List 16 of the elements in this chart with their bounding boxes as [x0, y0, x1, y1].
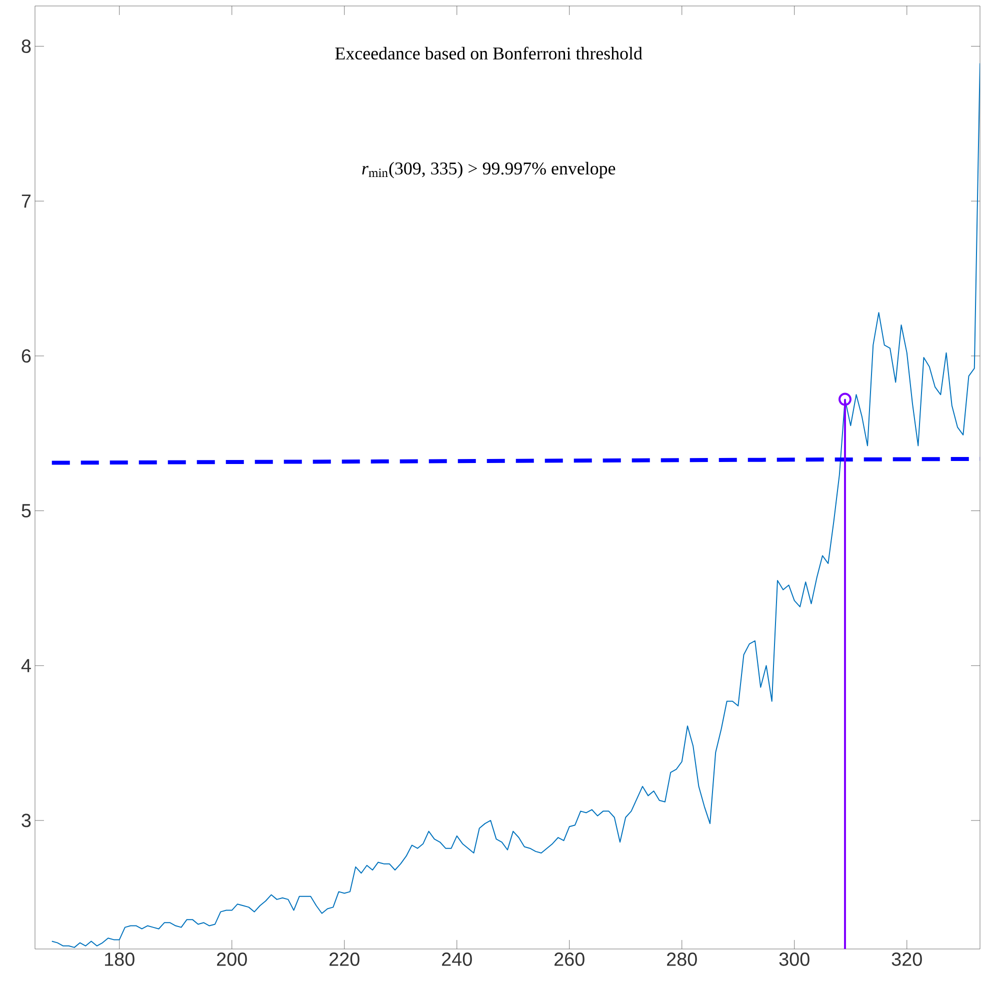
y-tick-label: 5 [22, 504, 31, 518]
y-tick-label: 8 [22, 40, 31, 53]
x-tick-label: 280 [667, 952, 697, 966]
y-tick-label: 6 [22, 349, 31, 363]
y-tick-label: 3 [22, 814, 31, 828]
x-tick-label: 220 [330, 952, 360, 966]
text: Exceedance based on Bonferroni threshold [335, 46, 642, 60]
x-tick-label: 240 [442, 952, 472, 966]
x-tick-label: 180 [105, 952, 134, 966]
annotation: r$_{min}$(309, 335) > 99.997% envelope [362, 162, 616, 178]
x-tick-label: 200 [217, 952, 247, 966]
x-tick-label: 260 [554, 952, 584, 966]
x-tick-label: 300 [779, 952, 810, 966]
x-tick-label: 320 [892, 952, 922, 966]
y-tick-label: 7 [22, 194, 31, 208]
y-tick-label: 4 [21, 659, 31, 672]
